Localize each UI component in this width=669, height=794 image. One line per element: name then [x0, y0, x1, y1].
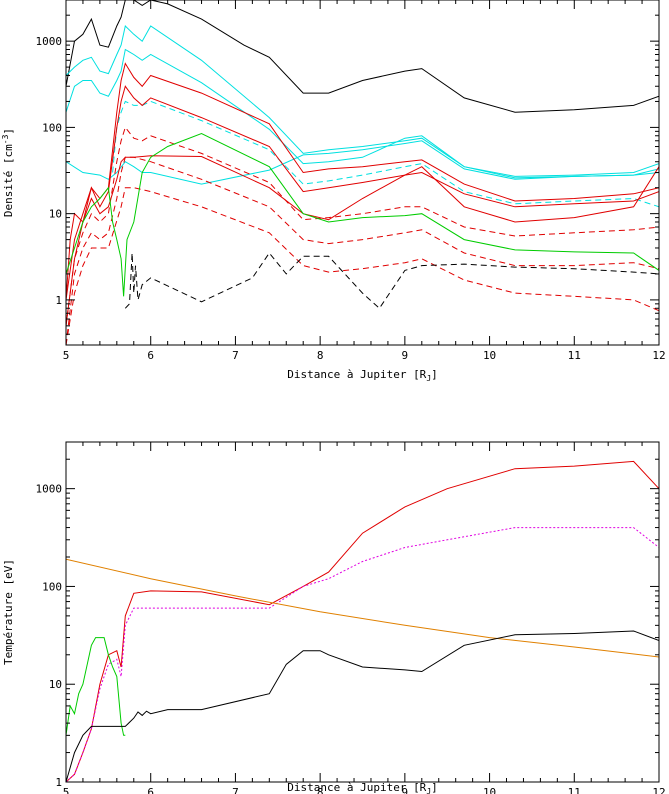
- density-y-tick-label: 1: [55, 294, 62, 307]
- temperature-y-tick-label: 10: [49, 678, 62, 691]
- density-y-axis-title: Densité [cm-3]: [1, 128, 15, 217]
- temperature-y-tick-label: 1: [55, 776, 62, 789]
- temperature-series-red: [66, 460, 659, 782]
- density-x-tick-label: 9: [402, 349, 409, 362]
- density-x-tick-label: 12: [652, 349, 665, 362]
- density-series-red-3: [66, 155, 659, 326]
- temperature-y-tick-label: 1000: [36, 483, 63, 496]
- density-y-tick-label: 1000: [36, 35, 63, 48]
- temperature-y-axis-title: Température [eV]: [2, 559, 15, 665]
- temperature-x-tick-label: 9: [402, 786, 409, 794]
- density-series-red-dashed-3: [66, 187, 659, 345]
- temperature-x-tick-label: 11: [568, 786, 581, 794]
- temperature-x-tick-label: 8: [317, 786, 324, 794]
- density-series-red-1: [66, 62, 659, 300]
- density-series-black-solid: [66, 0, 659, 113]
- density-series-cyan-2: [66, 48, 659, 179]
- temperature-y-tick-label: 100: [42, 580, 62, 593]
- temperature-panel: 5 6 7 8 9 10 11 12 1 10 100 1000 Distance à Jupiter …: [2, 441, 666, 794]
- density-x-axis-title: Distance à Jupiter [RJ]: [287, 368, 438, 383]
- density-series-black-dashed: [124, 252, 659, 310]
- temperature-x-axis-title: Distance à Jupiter [RJ]: [287, 781, 438, 794]
- temperature-series-magenta-dotted: [66, 527, 659, 782]
- density-x-tick-label: 5: [63, 349, 70, 362]
- temperature-series-orange: [66, 558, 659, 658]
- temperature-x-tick-label: 7: [232, 786, 239, 794]
- density-panel: 5 6 7 8 9 10 11 12 1 10 100 1000 Distance à Jupiter …: [1, 0, 666, 383]
- density-series-cyan-3: [66, 140, 659, 185]
- temperature-x-tick-label: 12: [652, 786, 665, 794]
- density-y-tick-label: 100: [42, 121, 62, 134]
- density-y-tick-label: 10: [49, 208, 62, 221]
- density-series-red-dashed-2: [66, 156, 659, 345]
- temperature-plot-frame: [65, 441, 660, 783]
- density-series-cyan-dashed: [112, 100, 659, 208]
- density-series-cyan-1: [66, 25, 659, 177]
- density-x-tick-label: 6: [147, 349, 154, 362]
- temperature-x-tick-label: 10: [483, 786, 496, 794]
- temperature-series-green: [66, 637, 126, 736]
- density-series-red-2: [66, 85, 659, 300]
- density-x-tick-label: 7: [232, 349, 239, 362]
- density-x-tick-label: 8: [317, 349, 324, 362]
- density-x-tick-label: 10: [483, 349, 496, 362]
- temperature-x-tick-label: 5: [63, 786, 70, 794]
- density-x-tick-label: 11: [568, 349, 581, 362]
- density-series-green: [66, 132, 659, 297]
- temperature-x-tick-label: 6: [147, 786, 154, 794]
- density-series-red-dashed-1: [66, 126, 659, 326]
- temperature-series-black: [66, 630, 659, 782]
